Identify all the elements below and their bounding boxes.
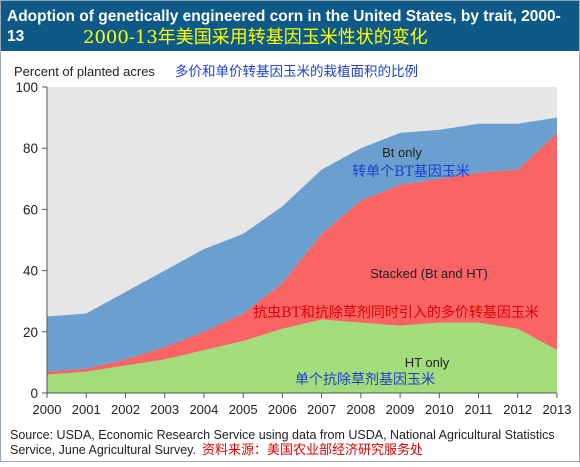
y-axis-title: Percent of planted acres xyxy=(14,64,155,79)
y-tick-label: 100 xyxy=(15,80,38,95)
y-tick-label: 20 xyxy=(23,325,38,340)
series-label-chinese-bt-only: 转单个BT基因玉米 xyxy=(352,163,470,180)
y-axis-title-chinese: 多价和单价转基因玉米的栽植面积的比例 xyxy=(175,63,418,80)
x-tick-label: 2006 xyxy=(268,402,297,417)
x-tick-label: 2003 xyxy=(150,402,179,417)
chart-title-chinese: 2000-13年美国采用转基因玉米性状的变化 xyxy=(83,27,428,48)
x-tick-label: 2010 xyxy=(425,402,454,417)
area-stacked-bt-and-ht xyxy=(47,132,557,375)
x-tick-label: 2011 xyxy=(465,402,493,417)
x-tick-label: 2013 xyxy=(543,402,572,417)
series-label-chinese-stacked-bt-and-ht: 抗虫BT和抗除草剂同时引入的多价转基因玉米 xyxy=(253,304,539,321)
source-note: Source: USDA, Economic Research Service … xyxy=(10,428,575,458)
source-chinese: 资料来源：美国农业部经济研究服务处 xyxy=(201,443,423,458)
x-tick-label: 2004 xyxy=(189,402,218,417)
y-tick-label: 40 xyxy=(23,264,38,279)
series-label-ht-only: HT only xyxy=(405,355,450,370)
x-tick-label: 2001 xyxy=(72,402,101,417)
chart-title: Adoption of genetically engineered corn … xyxy=(7,8,561,45)
area-bt-only xyxy=(47,117,557,372)
area-ht-only xyxy=(47,319,557,393)
series-label-chinese-ht-only: 单个抗除草剂基因玉米 xyxy=(295,371,435,388)
x-tick-label: 2009 xyxy=(386,402,415,417)
x-tick-label: 2005 xyxy=(229,402,258,417)
series-label-stacked-bt-and-ht: Stacked (Bt and HT) xyxy=(370,266,488,281)
y-tick-label: 0 xyxy=(30,386,38,401)
x-tick-label: 2012 xyxy=(503,402,532,417)
x-tick-label: 2007 xyxy=(307,402,336,417)
x-tick-label: 2000 xyxy=(33,402,62,417)
x-tick-label: 2008 xyxy=(346,402,375,417)
source-english: Source: USDA, Economic Research Service … xyxy=(10,428,555,457)
series-label-bt-only: Bt only xyxy=(382,145,422,160)
x-tick-label: 2002 xyxy=(111,402,140,417)
title-bar: Adoption of genetically engineered corn … xyxy=(1,1,579,51)
y-tick-label: 60 xyxy=(23,202,38,217)
y-tick-label: 80 xyxy=(23,141,38,156)
